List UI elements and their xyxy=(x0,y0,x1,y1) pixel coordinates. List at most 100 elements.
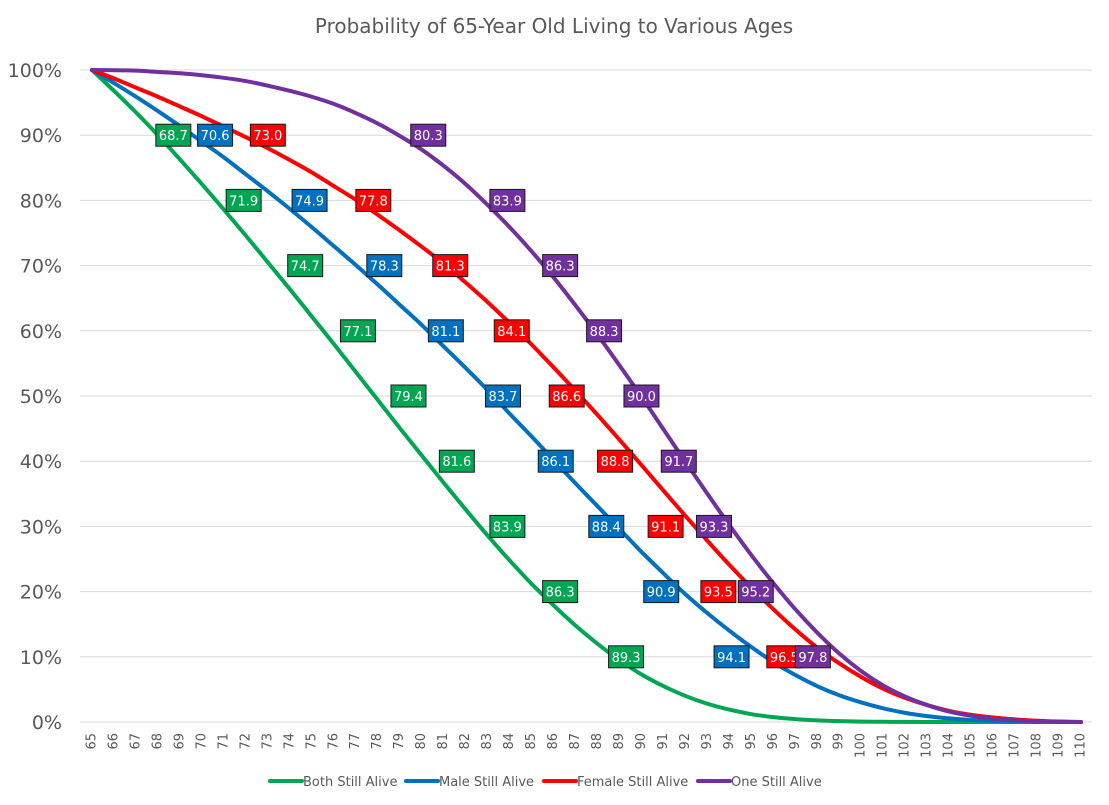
data-label-text: 73.0 xyxy=(253,129,282,144)
data-label-box xyxy=(713,645,750,669)
data-label: 86.3 xyxy=(542,580,579,604)
data-label-box xyxy=(700,580,737,604)
data-label: 90.9 xyxy=(643,580,680,604)
legend-item[interactable]: Female Still Alive xyxy=(542,775,688,790)
x-tick-label: 75 xyxy=(304,733,319,750)
x-tick-label: 79 xyxy=(392,733,407,750)
data-label-text: 77.1 xyxy=(343,325,372,340)
x-tick-label: 83 xyxy=(480,733,495,750)
data-label-box xyxy=(643,580,680,604)
x-tick-label: 97 xyxy=(788,733,803,750)
data-label-box xyxy=(355,188,392,212)
x-tick-label: 78 xyxy=(370,733,385,750)
x-tick-label: 77 xyxy=(348,733,363,750)
data-label-text: 83.9 xyxy=(493,194,522,209)
x-tick-label: 95 xyxy=(744,733,759,750)
data-label-text: 94.1 xyxy=(717,651,746,666)
x-tick-label: 86 xyxy=(546,733,561,750)
data-label-box xyxy=(489,514,526,538)
gridlines xyxy=(80,69,1092,723)
data-label-text: 91.1 xyxy=(651,520,680,535)
chart-title: Probability of 65-Year Old Living to Var… xyxy=(315,14,793,38)
data-label: 83.7 xyxy=(484,384,521,408)
data-label-box xyxy=(155,123,192,147)
data-label-box xyxy=(249,123,286,147)
data-label: 74.7 xyxy=(287,254,324,278)
data-label-text: 74.9 xyxy=(295,194,324,209)
x-tick-label: 67 xyxy=(128,733,143,750)
data-label: 84.1 xyxy=(493,319,530,343)
y-tick-label: 20% xyxy=(20,582,62,604)
data-label-box xyxy=(794,645,831,669)
data-label: 73.0 xyxy=(249,123,286,147)
x-tick-label: 74 xyxy=(282,733,297,750)
data-label-box xyxy=(623,384,660,408)
data-label-box xyxy=(432,254,469,278)
data-label-text: 95.2 xyxy=(741,586,770,601)
x-tick-label: 69 xyxy=(172,733,187,750)
data-label: 83.9 xyxy=(489,514,526,538)
data-label: 74.9 xyxy=(291,188,328,212)
data-label-text: 88.4 xyxy=(592,520,621,535)
data-label: 88.8 xyxy=(597,449,634,473)
data-label-text: 97.8 xyxy=(798,651,827,666)
x-tick-label: 72 xyxy=(238,733,253,750)
data-labels: 68.7 71.9 74.7 77.1 79.4 81.6 83.9 86.3 89.3 70.6… xyxy=(155,123,831,669)
x-tick-label: 103 xyxy=(920,733,935,758)
data-label: 80.3 xyxy=(410,123,447,147)
data-label: 93.5 xyxy=(700,580,737,604)
data-label-box xyxy=(287,254,324,278)
data-label-text: 84.1 xyxy=(497,325,526,340)
y-tick-label: 60% xyxy=(20,321,62,343)
data-label-text: 78.3 xyxy=(370,260,399,275)
x-tick-label: 90 xyxy=(634,733,649,750)
data-label-text: 88.8 xyxy=(601,455,630,470)
x-tick-label: 105 xyxy=(964,733,979,758)
data-label-box xyxy=(660,449,697,473)
data-label: 94.1 xyxy=(713,645,750,669)
data-label-text: 86.3 xyxy=(546,586,575,601)
data-label: 81.3 xyxy=(432,254,469,278)
legend-item[interactable]: One Still Alive xyxy=(696,775,822,790)
data-label-text: 68.7 xyxy=(159,129,188,144)
data-label: 77.8 xyxy=(355,188,392,212)
x-tick-label: 85 xyxy=(524,733,539,750)
legend-item[interactable]: Male Still Alive xyxy=(404,775,534,790)
y-tick-label: 10% xyxy=(20,647,62,669)
data-label-text: 86.3 xyxy=(546,260,575,275)
y-tick-label: 30% xyxy=(20,516,62,538)
y-axis-ticks: 0% 10% 20% 30% 40% 50% 60% 70% 80% 90% 100% xyxy=(8,60,62,734)
x-tick-label: 93 xyxy=(700,733,715,750)
data-label: 81.6 xyxy=(438,449,475,473)
data-label: 86.3 xyxy=(542,254,579,278)
legend-item[interactable]: Both Still Alive xyxy=(268,775,397,790)
data-label-box xyxy=(410,123,447,147)
data-label-text: 93.5 xyxy=(704,586,733,601)
data-label-box xyxy=(548,384,585,408)
data-label-box xyxy=(489,188,526,212)
x-tick-label: 106 xyxy=(986,733,1001,758)
x-tick-label: 102 xyxy=(898,733,913,758)
x-tick-label: 82 xyxy=(458,733,473,750)
x-tick-label: 73 xyxy=(260,733,275,750)
data-label-box xyxy=(695,514,732,538)
data-label: 77.1 xyxy=(339,319,376,343)
data-label-text: 86.1 xyxy=(541,455,570,470)
x-tick-label: 91 xyxy=(656,733,671,750)
data-label-box xyxy=(586,319,623,343)
data-label-text: 77.8 xyxy=(359,194,388,209)
legend-label: One Still Alive xyxy=(731,775,822,790)
data-label-box xyxy=(542,254,579,278)
x-tick-label: 76 xyxy=(326,733,341,750)
legend-label: Female Still Alive xyxy=(577,775,688,790)
data-label: 88.3 xyxy=(586,319,623,343)
data-label-text: 90.0 xyxy=(627,390,656,405)
data-label: 89.3 xyxy=(608,645,645,669)
data-label-text: 96.5 xyxy=(770,651,799,666)
data-label: 88.4 xyxy=(588,514,625,538)
data-label-box xyxy=(339,319,376,343)
x-tick-label: 96 xyxy=(766,733,781,750)
data-label-text: 86.6 xyxy=(552,390,581,405)
x-tick-label: 92 xyxy=(678,733,693,750)
data-label-box xyxy=(608,645,645,669)
